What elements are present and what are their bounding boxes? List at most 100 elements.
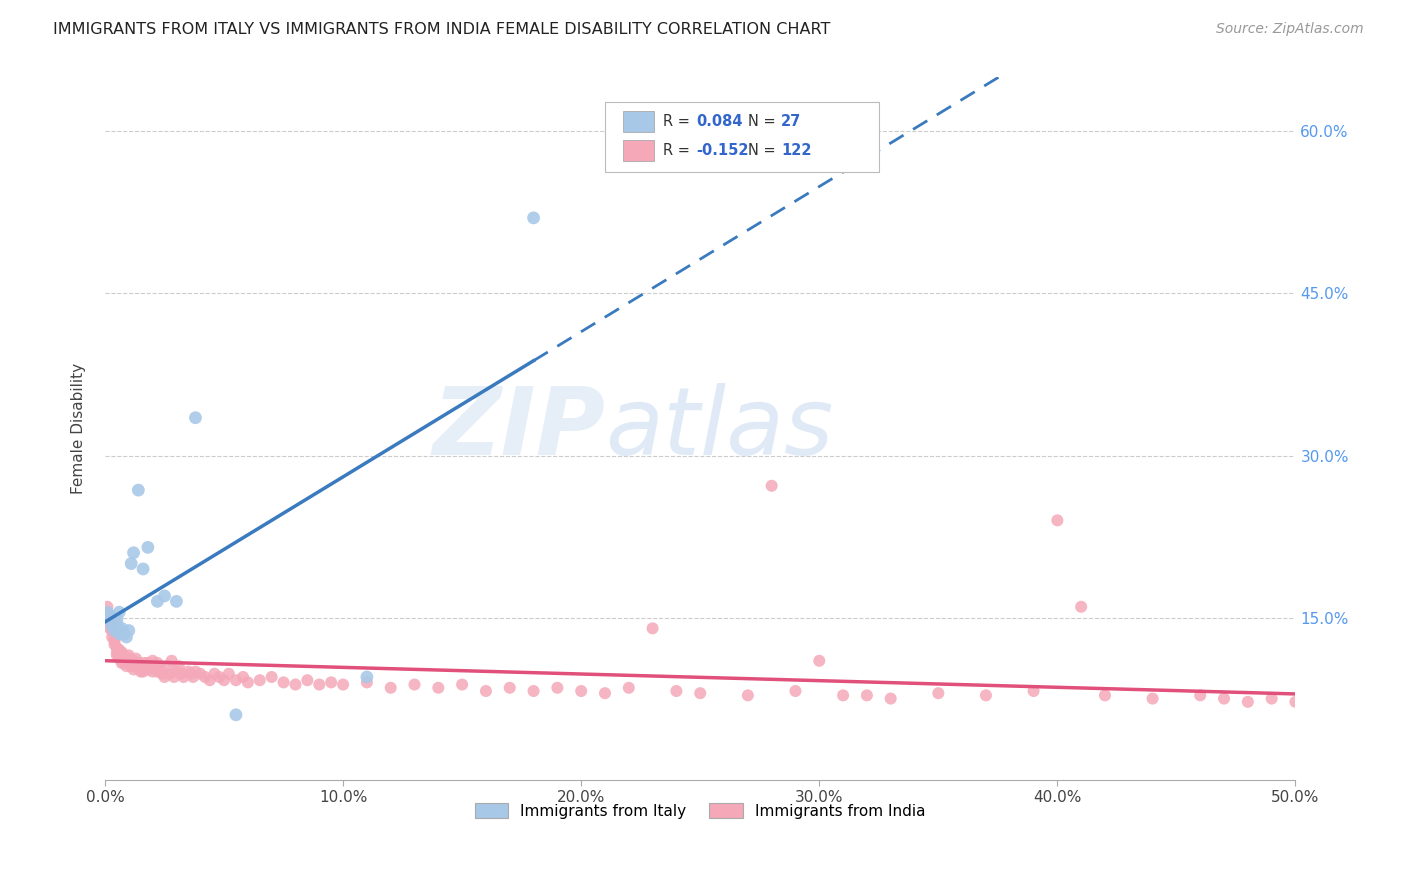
Point: [427, 681, 450, 695]
Point: [105, 618, 128, 632]
Text: N =: N =: [748, 144, 780, 158]
Point: [260, 670, 283, 684]
Point: [808, 654, 831, 668]
FancyBboxPatch shape: [623, 111, 654, 132]
Point: [593, 686, 616, 700]
Point: [101, 610, 124, 624]
Point: [108, 651, 131, 665]
Point: [198, 673, 221, 688]
Point: [115, 654, 138, 668]
Point: [177, 665, 200, 679]
Point: [98, 610, 121, 624]
Point: [761, 479, 783, 493]
Point: [1260, 691, 1282, 706]
Point: [184, 410, 207, 425]
Text: R =: R =: [664, 113, 695, 128]
Text: IMMIGRANTS FROM ITALY VS IMMIGRANTS FROM INDIA FEMALE DISABILITY CORRELATION CHA: IMMIGRANTS FROM ITALY VS IMMIGRANTS FROM…: [53, 22, 831, 37]
Text: atlas: atlas: [605, 383, 834, 474]
Point: [475, 684, 498, 698]
Point: [150, 666, 173, 681]
Point: [499, 681, 522, 695]
Point: [103, 638, 125, 652]
Point: [380, 681, 402, 695]
Point: [111, 621, 134, 635]
Point: [184, 665, 207, 679]
Point: [1189, 689, 1212, 703]
Point: [115, 659, 138, 673]
Point: [98, 608, 121, 623]
FancyBboxPatch shape: [605, 102, 879, 172]
Point: [737, 689, 759, 703]
Point: [225, 707, 247, 722]
Text: 0.084: 0.084: [696, 113, 744, 128]
Point: [127, 659, 149, 673]
FancyBboxPatch shape: [623, 140, 654, 161]
Point: [522, 684, 544, 698]
Point: [136, 541, 159, 555]
Point: [120, 659, 142, 673]
Point: [212, 673, 235, 688]
Point: [232, 670, 254, 684]
Point: [146, 665, 169, 679]
Point: [188, 666, 211, 681]
Text: R =: R =: [664, 144, 695, 158]
Point: [103, 634, 125, 648]
Point: [96, 605, 118, 619]
Point: [112, 651, 135, 665]
Point: [204, 666, 226, 681]
Point: [122, 546, 145, 560]
Point: [101, 615, 124, 630]
Point: [689, 686, 711, 700]
Point: [127, 483, 149, 497]
Point: [157, 666, 180, 681]
Point: [218, 666, 240, 681]
Point: [98, 615, 121, 630]
Point: [132, 659, 155, 673]
Point: [356, 675, 378, 690]
Point: [101, 619, 124, 633]
Point: [856, 689, 879, 703]
Point: [236, 675, 259, 690]
Point: [122, 654, 145, 668]
Point: [1237, 695, 1260, 709]
Point: [101, 624, 124, 638]
Point: [108, 605, 131, 619]
Point: [129, 665, 152, 679]
Point: [134, 656, 156, 670]
Point: [167, 659, 190, 673]
Point: [163, 670, 186, 684]
Point: [105, 640, 128, 655]
Point: [194, 670, 217, 684]
Point: [1094, 689, 1116, 703]
Point: [105, 648, 128, 663]
Point: [321, 675, 343, 690]
Point: [129, 656, 152, 670]
Point: [879, 691, 901, 706]
Point: [125, 651, 148, 665]
Point: [112, 656, 135, 670]
Point: [118, 656, 141, 670]
Point: [180, 666, 202, 681]
Point: [522, 211, 544, 225]
Point: [546, 681, 568, 695]
Point: [1284, 695, 1306, 709]
Point: [103, 615, 125, 630]
Point: [103, 624, 125, 638]
Point: [208, 670, 231, 684]
Point: [149, 659, 172, 673]
Text: 27: 27: [782, 113, 801, 128]
Point: [108, 648, 131, 663]
Point: [1070, 599, 1092, 614]
Point: [111, 651, 134, 665]
Point: [273, 675, 295, 690]
Point: [101, 630, 124, 644]
Point: [125, 656, 148, 670]
Point: [974, 689, 997, 703]
Point: [641, 621, 664, 635]
Point: [146, 594, 169, 608]
Point: [832, 689, 855, 703]
Point: [105, 613, 128, 627]
Point: [332, 677, 354, 691]
Point: [1046, 513, 1069, 527]
Point: [132, 665, 155, 679]
